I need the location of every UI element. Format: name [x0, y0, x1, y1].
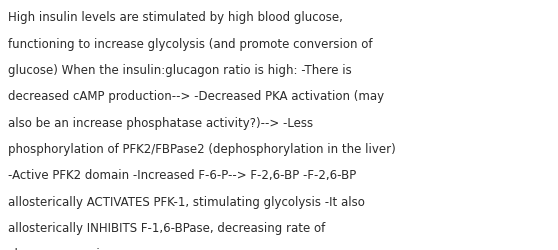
Text: High insulin levels are stimulated by high blood glucose,: High insulin levels are stimulated by hi… [8, 11, 343, 24]
Text: -Active PFK2 domain -Increased F-6-P--> F-2,6-BP -F-2,6-BP: -Active PFK2 domain -Increased F-6-P--> … [8, 169, 356, 182]
Text: also be an increase phosphatase activity?)--> -Less: also be an increase phosphatase activity… [8, 116, 313, 129]
Text: functioning to increase glycolysis (and promote conversion of: functioning to increase glycolysis (and … [8, 38, 372, 51]
Text: allosterically ACTIVATES PFK-1, stimulating glycolysis -It also: allosterically ACTIVATES PFK-1, stimulat… [8, 195, 365, 208]
Text: allosterically INHIBITS F-1,6-BPase, decreasing rate of: allosterically INHIBITS F-1,6-BPase, dec… [8, 221, 325, 234]
Text: decreased cAMP production--> -Decreased PKA activation (may: decreased cAMP production--> -Decreased … [8, 90, 384, 103]
Text: glucose) When the insulin:glucagon ratio is high: -There is: glucose) When the insulin:glucagon ratio… [8, 64, 352, 77]
Text: gluconeogenesis: gluconeogenesis [8, 248, 107, 250]
Text: phosphorylation of PFK2/FBPase2 (dephosphorylation in the liver): phosphorylation of PFK2/FBPase2 (dephosp… [8, 142, 396, 156]
